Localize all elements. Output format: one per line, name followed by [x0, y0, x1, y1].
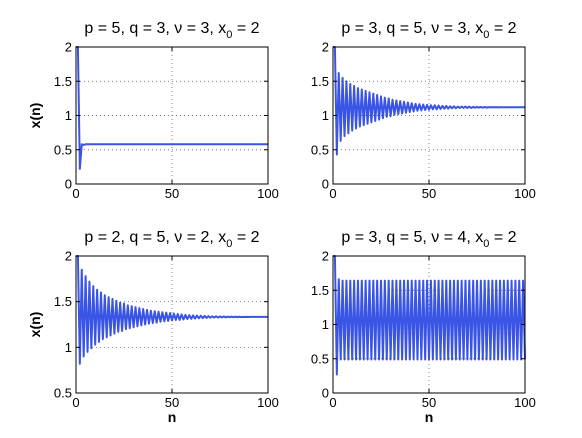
y-tick-label: 2: [322, 249, 329, 264]
y-tick-label: 2: [65, 249, 72, 264]
y-tick-label: 0: [65, 177, 72, 192]
y-tick-label: 1.5: [311, 74, 329, 89]
y-tick-label: 1: [322, 108, 329, 123]
series-line-1: [333, 46, 525, 156]
y-axis-label: x(n): [27, 103, 43, 129]
chart-title: p = 3, q = 5, ν = 4, x0 = 2: [341, 229, 516, 250]
x-tick-label: 0: [329, 395, 336, 410]
chart-title: p = 5, q = 3, ν = 3, x0 = 2: [84, 20, 259, 41]
x-tick-label: 100: [257, 395, 279, 410]
y-tick-label: 0.5: [311, 142, 329, 157]
x-tick-label: 50: [165, 186, 179, 201]
series-line-1: [333, 255, 526, 376]
y-tick-label: 1.5: [311, 283, 329, 298]
y-tick-label: 1: [65, 108, 72, 123]
y-tick-label: 1: [65, 340, 72, 355]
x-tick-label: 0: [329, 186, 336, 201]
y-tick-label: 1.5: [54, 74, 72, 89]
chart-title: p = 2, q = 5, ν = 2, x0 = 2: [84, 229, 259, 250]
chart-title: p = 3, q = 5, ν = 3, x0 = 2: [341, 20, 516, 41]
y-tick-label: 1: [322, 317, 329, 332]
x-tick-label: 0: [72, 186, 79, 201]
y-tick-label: 0: [322, 386, 329, 401]
y-axis-label: x(n): [27, 312, 43, 338]
y-tick-label: 0.5: [54, 142, 72, 157]
series-line-1: [76, 46, 268, 170]
y-tick-label: 0.5: [54, 386, 72, 401]
y-tick-label: 0: [322, 177, 329, 192]
x-tick-label: 50: [422, 186, 436, 201]
chart-panel-2: 0 50 100 0 0.5 1 1.5 2 p = 3, q = 5, ν = 3, x0 =…: [311, 20, 536, 201]
y-tick-label: 1.5: [54, 294, 72, 309]
series-line-1: [76, 255, 268, 365]
chart-panel-1: 0 50 100 0 0.5 1 1.5 2 p = 5, q = 3, ν = 3, x0 =…: [27, 20, 279, 201]
x-tick-label: 100: [514, 186, 536, 201]
chart-panel-4: 0 50 100 0 0.5 1 1.5 2 p = 3, q = 5, ν = 4, x0 =…: [311, 229, 536, 425]
x-axis-label: n: [425, 409, 434, 425]
chart-panel-3: 0 50 100 0.5 1 1.5 2 p = 2, q = 5, ν = 2, x0 = …: [27, 229, 279, 425]
y-tick-label: 0.5: [311, 351, 329, 366]
x-axis-label: n: [168, 409, 177, 425]
x-tick-label: 100: [257, 186, 279, 201]
x-tick-label: 50: [165, 395, 179, 410]
y-tick-label: 2: [65, 40, 72, 55]
x-tick-label: 100: [514, 395, 536, 410]
x-tick-label: 0: [72, 395, 79, 410]
x-tick-label: 50: [422, 395, 436, 410]
y-tick-label: 2: [322, 40, 329, 55]
